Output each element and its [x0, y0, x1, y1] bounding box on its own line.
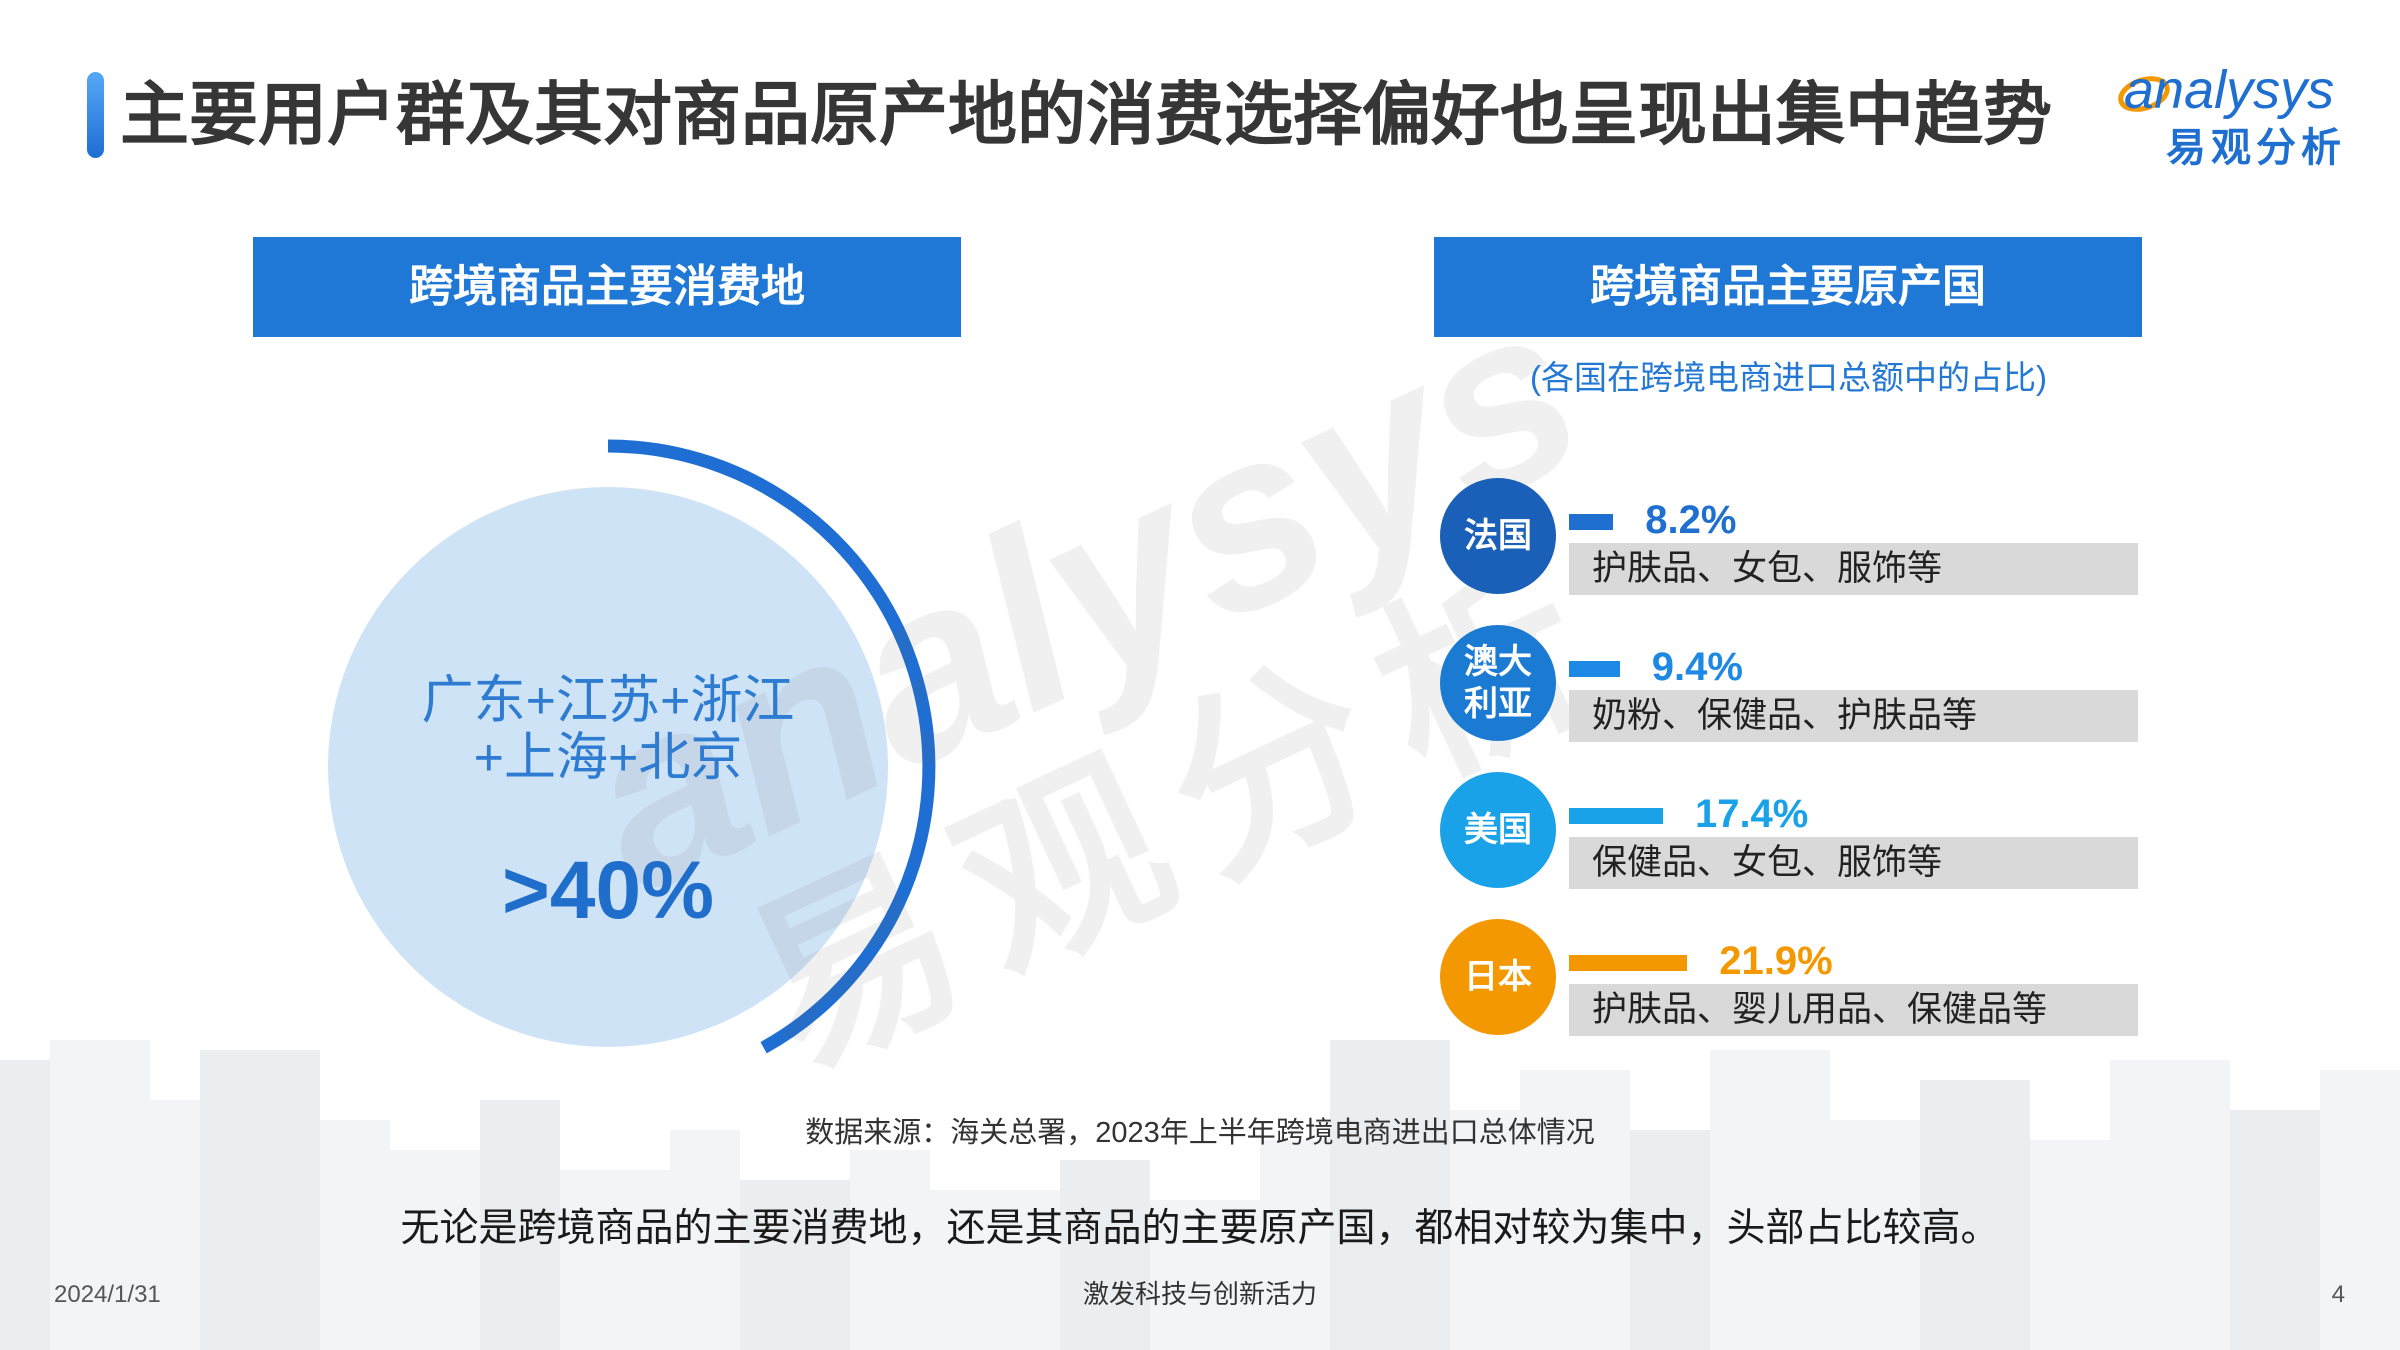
building-silhouette: [2320, 1070, 2400, 1350]
consumption-regions-line1: 广东+江苏+浙江: [421, 672, 795, 730]
conclusion-text: 无论是跨境商品的主要消费地，还是其商品的主要原产国，都相对较为集中，头部占比较高…: [400, 1207, 2000, 1250]
page-number: 4: [2331, 1281, 2345, 1308]
consumption-heading: 跨境商品主要消费地: [253, 237, 961, 337]
building-silhouette: [1710, 1050, 1830, 1350]
country-badge: 日本: [1440, 919, 1556, 1035]
country-badge: 美国: [1440, 772, 1556, 888]
building-silhouette: [1920, 1080, 2030, 1350]
origin-subtitle: (各国在跨境电商进口总额中的占比): [1530, 359, 2047, 396]
value-label: 8.2%: [1645, 498, 1737, 542]
building-silhouette: [200, 1050, 320, 1350]
slide-title: 主要用户群及其对商品原产地的消费选择偏好也呈现出集中趋势: [120, 76, 2052, 153]
consumption-regions-line2: +上海+北京: [473, 729, 743, 787]
value-label: 9.4%: [1651, 645, 1743, 689]
consumption-share: >40%: [501, 845, 714, 936]
country-label: 美国: [1463, 811, 1532, 849]
country-badge: 法国: [1440, 478, 1556, 594]
analysys-logo: analysys 易观分析: [2118, 52, 2362, 176]
value-bar: [1569, 661, 1620, 677]
logo-wordmark: analysys: [2124, 60, 2334, 120]
building-silhouette: [480, 1100, 560, 1350]
building-silhouette: [1830, 1120, 1920, 1350]
logo-swirl-icon: [2118, 76, 2170, 112]
building-silhouette: [50, 1040, 150, 1350]
building-silhouette: [740, 1180, 850, 1350]
value-label: 17.4%: [1694, 792, 1809, 836]
building-silhouette: [2030, 1140, 2110, 1350]
footer-date: 2024/1/31: [54, 1281, 161, 1308]
building-silhouette: [1260, 1140, 1340, 1350]
building-silhouette: [1520, 1070, 1630, 1350]
building-silhouette: [320, 1120, 390, 1350]
origin-heading: 跨境商品主要原产国: [1434, 237, 2142, 337]
country-label: 日本: [1463, 958, 1532, 996]
value-bar: [1569, 808, 1663, 824]
building-silhouette: [2230, 1110, 2320, 1350]
building-silhouette: [930, 1190, 1060, 1350]
country-label: 澳大利亚: [1463, 643, 1532, 723]
building-silhouette: [1630, 1130, 1710, 1350]
building-silhouette: [1330, 1040, 1450, 1350]
consumption-arc: [607, 439, 936, 1054]
logo-mark: analysys: [2118, 60, 2334, 120]
building-silhouette: [380, 1150, 490, 1350]
building-silhouette: [1150, 1200, 1260, 1350]
source-note: 数据来源：海关总署，2023年上半年跨境电商进出口总体情况: [805, 1117, 1595, 1149]
footer-slogan: 激发科技与创新活力: [1082, 1279, 1317, 1309]
title-accent-bar: [87, 72, 104, 158]
country-badge: 澳大利亚: [1440, 625, 1556, 741]
building-silhouette: [2110, 1060, 2230, 1350]
building-silhouette: [560, 1170, 680, 1350]
value-bar: [1569, 955, 1688, 971]
product-description: 护肤品、女包、服饰等: [1569, 543, 2138, 595]
skyline-background: [0, 1040, 2400, 1350]
consumption-circle: [328, 487, 888, 1047]
value-label: 21.9%: [1719, 939, 1833, 983]
building-silhouette: [1060, 1160, 1150, 1350]
logo-chinese-name: 易观分析: [2166, 126, 2346, 170]
building-silhouette: [1450, 1110, 1520, 1350]
country-label: 法国: [1463, 517, 1532, 555]
product-description: 奶粉、保健品、护肤品等: [1569, 690, 2138, 742]
building-silhouette: [670, 1130, 740, 1350]
value-bar: [1569, 514, 1614, 530]
product-description: 护肤品、婴儿用品、保健品等: [1569, 984, 2138, 1036]
building-silhouette: [850, 1150, 930, 1350]
product-description: 保健品、女包、服饰等: [1569, 837, 2138, 889]
